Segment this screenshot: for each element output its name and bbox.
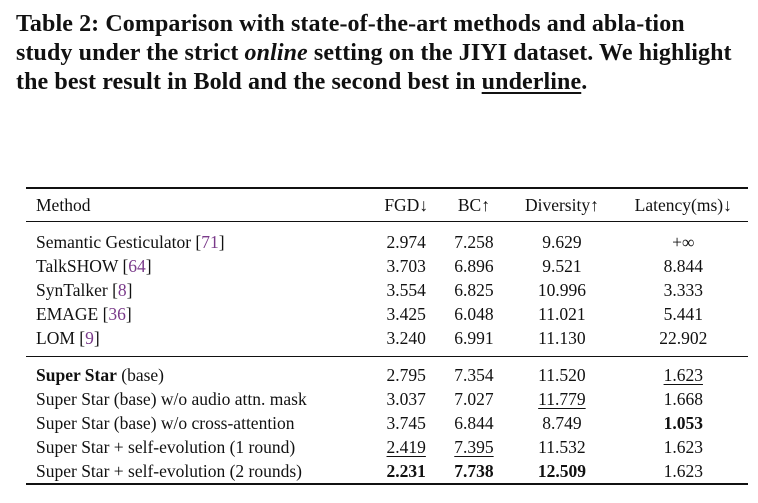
bc-cell: 6.825 [454,280,494,300]
col-latency: Latency(ms)↓ [634,195,732,215]
method-cell: LOM [9] [36,328,100,348]
method-cell: TalkSHOW [64] [36,256,152,276]
method-cell: Super Star + self-evolution (1 round) [36,437,296,457]
bc-cell: 6.896 [454,256,494,276]
fgd-cell: 3.425 [386,304,426,324]
latency-cell: 8.844 [663,256,703,276]
diversity-cell: 11.532 [538,437,586,457]
table-row: TalkSHOW [64] 3.703 6.896 9.521 8.844 [26,254,748,278]
fgd-cell: 2.231 [386,461,426,481]
table-row: EMAGE [36] 3.425 6.048 11.021 5.441 [26,302,748,326]
fgd-cell: 3.554 [386,280,426,300]
fgd-cell: 2.974 [386,232,426,252]
fgd-cell: 2.795 [386,365,426,385]
col-bc: BC↑ [457,195,490,215]
table-row: Semantic Gesticulator [71] 2.974 7.258 9… [26,222,748,255]
latency-cell: 5.441 [663,304,703,324]
method-cell: SynTalker [8] [36,280,133,300]
citation-link[interactable]: 36 [108,304,126,324]
latency-cell: 1.623 [663,365,703,385]
col-fgd: FGD↓ [384,195,429,215]
table-row: Super Star (base) w/o cross-attention 3.… [26,411,748,435]
latency-cell: +∞ [672,232,695,252]
latency-cell: 1.053 [663,413,703,433]
table-row: Super Star + self-evolution (1 round) 2.… [26,435,748,459]
bc-cell: 7.738 [454,461,494,481]
col-diversity: Diversity↑ [524,195,599,215]
table-row: Super Star (base) w/o audio attn. mask 3… [26,387,748,411]
fgd-cell: 3.240 [386,328,426,348]
method-cell: Super Star (base) [36,365,165,385]
method-cell: Super Star (base) w/o cross-attention [36,413,295,433]
diversity-cell: 12.509 [537,461,586,481]
diversity-cell: 11.520 [538,365,586,385]
bc-cell: 6.844 [454,413,494,433]
citation-link[interactable]: 9 [85,328,94,348]
bc-cell: 6.048 [454,304,494,324]
bc-cell: 7.027 [454,389,494,409]
citation-link[interactable]: 8 [117,280,127,300]
caption-underlined: underline [481,69,582,95]
caption-italic: online [244,40,308,66]
caption-end: . [581,69,588,95]
latency-cell: 22.902 [659,328,708,348]
latency-cell: 1.623 [663,437,703,457]
header-row: Method FGD↓ BC↑ Diversity↑ Latency(ms)↓ [26,188,748,222]
diversity-cell: 9.629 [542,232,582,252]
table-row: LOM [9] 3.240 6.991 11.130 22.902 [26,326,748,357]
fgd-cell: 3.703 [386,256,426,276]
diversity-cell: 9.521 [542,256,582,276]
bc-cell: 7.354 [454,365,494,385]
caption-text-2: setting on the JIYI dataset. We highligh… [16,40,732,95]
bc-cell: 7.258 [454,232,494,252]
table-row: Super Star (base) 2.795 7.354 11.520 1.6… [26,357,748,388]
fgd-cell: 3.037 [386,389,426,409]
method-cell: Semantic Gesticulator [71] [36,232,225,252]
table-row: Super Star + self-evolution (2 rounds) 2… [26,459,748,484]
latency-cell: 3.333 [663,280,703,300]
bc-cell: 7.395 [454,437,494,457]
caption-text: Table 2: Comparison with state-of-the-ar… [16,11,685,66]
method-cell: Super Star + self-evolution (2 rounds) [36,461,303,481]
fgd-cell: 3.745 [386,413,426,433]
diversity-cell: 11.021 [538,304,586,324]
table-row: SynTalker [8] 3.554 6.825 10.996 3.333 [26,278,748,302]
method-cell: EMAGE [36] [36,304,132,324]
results-table: Method FGD↓ BC↑ Diversity↑ Latency(ms)↓ … [26,187,748,485]
diversity-cell: 10.996 [537,280,586,300]
table-caption: Table 2: Comparison with state-of-the-ar… [16,10,746,97]
citation-link[interactable]: 71 [201,232,219,252]
method-cell: Super Star (base) w/o audio attn. mask [36,389,307,409]
col-method: Method [36,195,91,215]
diversity-cell: 8.749 [542,413,582,433]
diversity-cell: 11.779 [538,389,586,409]
latency-cell: 1.668 [663,389,703,409]
latency-cell: 1.623 [663,461,703,481]
bc-cell: 6.991 [454,328,494,348]
fgd-cell: 2.419 [386,437,426,457]
diversity-cell: 11.130 [538,328,586,348]
citation-link[interactable]: 64 [128,256,146,276]
